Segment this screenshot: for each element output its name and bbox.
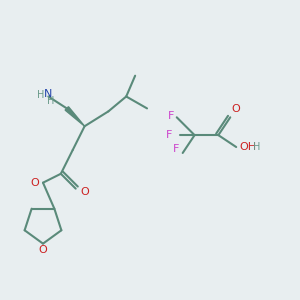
Text: F: F <box>167 111 174 121</box>
Text: O: O <box>232 104 241 114</box>
Text: O: O <box>80 187 89 196</box>
Text: N: N <box>44 88 52 98</box>
Text: H: H <box>47 96 55 106</box>
Text: H: H <box>37 90 44 100</box>
Text: O: O <box>39 245 47 255</box>
Text: F: F <box>173 145 180 154</box>
Polygon shape <box>65 107 85 126</box>
Text: O: O <box>31 178 39 188</box>
Text: OH: OH <box>239 142 256 152</box>
Text: F: F <box>166 130 172 140</box>
Text: H: H <box>253 142 260 152</box>
